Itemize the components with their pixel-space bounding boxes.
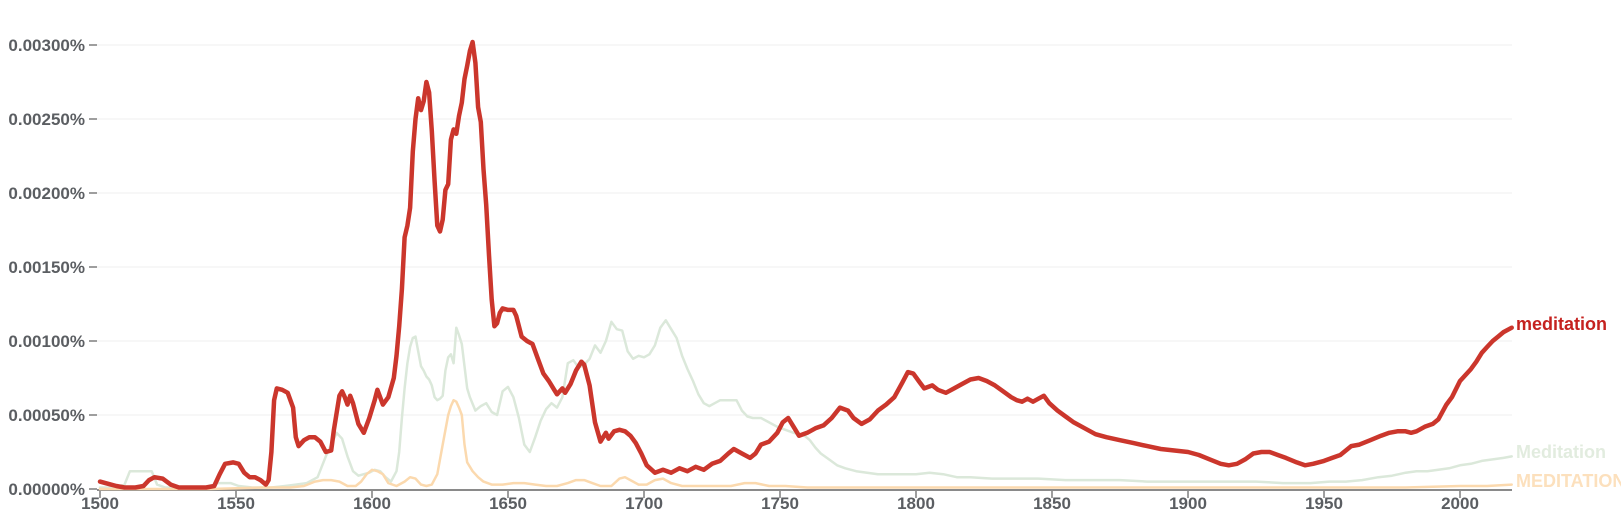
x-axis-label: 1650 [489, 494, 527, 513]
y-axis-label: 0.00300% [8, 36, 85, 55]
y-axis-label: 0.00200% [8, 184, 85, 203]
series-label-titlecase-meditation[interactable]: Meditation [1516, 442, 1606, 463]
series-line-meditation[interactable] [97, 39, 1514, 490]
x-axis-label: 1500 [81, 494, 119, 513]
x-axis-label: 1900 [1169, 494, 1207, 513]
y-axis-label: 0.00000% [8, 480, 85, 499]
x-axis-label: 1800 [897, 494, 935, 513]
x-axis-label: 1850 [1033, 494, 1071, 513]
x-axis-label: 1600 [353, 494, 391, 513]
series-label-uppercase-meditation[interactable]: MEDITATION [1516, 470, 1621, 491]
x-axis-label: 2000 [1441, 494, 1479, 513]
y-axis-label: 0.00250% [8, 110, 85, 129]
x-axis-label: 1550 [217, 494, 255, 513]
y-axis-label: 0.00050% [8, 406, 85, 425]
x-axis-label: 1700 [625, 494, 663, 513]
series-line-MEDITATION[interactable] [98, 398, 1513, 491]
series-label-lowercase-meditation[interactable]: meditation [1516, 313, 1608, 334]
y-axis-label: 0.00100% [8, 332, 85, 351]
x-axis-label: 1950 [1305, 494, 1343, 513]
x-axis-label: 1750 [761, 494, 799, 513]
y-axis-label: 0.00150% [8, 258, 85, 277]
